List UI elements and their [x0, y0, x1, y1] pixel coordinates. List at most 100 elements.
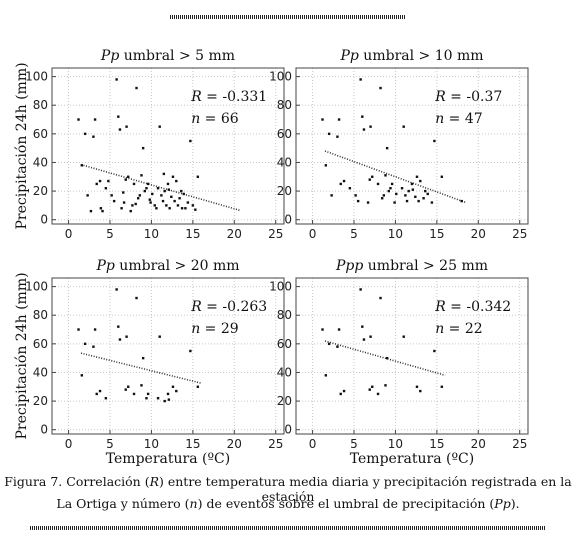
data-point [141, 356, 145, 360]
data-point [140, 174, 143, 177]
data-point [191, 204, 195, 207]
data-point [162, 172, 166, 176]
n-annotation: n = 66 [191, 111, 239, 127]
r-value: = -0.37 [446, 89, 503, 105]
data-point [160, 194, 163, 197]
data-point [149, 201, 152, 204]
data-point [339, 392, 342, 396]
r-annotation: R = -0.342 [434, 299, 511, 315]
data-point [112, 199, 116, 203]
data-point [167, 188, 171, 191]
n-label: n [435, 111, 444, 127]
data-point [356, 199, 360, 203]
chart-title-text: umbral > 20 mm [115, 258, 240, 274]
data-point [89, 209, 93, 213]
y-tick-label: 100 [25, 70, 48, 84]
chart-title-variable: Pp [339, 48, 358, 64]
data-point [104, 397, 108, 400]
data-point [170, 195, 173, 199]
x-tick-label: 5 [350, 227, 358, 241]
data-point [163, 189, 166, 193]
data-point [99, 207, 103, 210]
y-tick-label: 20 [33, 184, 48, 198]
data-point [80, 374, 84, 377]
data-point [400, 187, 404, 190]
data-point [379, 296, 382, 300]
data-point [178, 197, 181, 200]
data-point [189, 139, 192, 143]
data-point [118, 338, 122, 341]
x-tick-label: 0 [309, 437, 317, 451]
data-point [176, 204, 180, 207]
data-point [324, 374, 328, 377]
data-point [342, 389, 346, 393]
data-point [369, 335, 372, 338]
data-point [417, 199, 420, 203]
data-point [359, 78, 362, 81]
y-tick-label: 40 [277, 365, 292, 379]
chart-title: Ppp umbral > 25 mm [335, 258, 488, 274]
data-point [127, 385, 130, 388]
data-point [141, 146, 145, 150]
data-point [156, 397, 160, 400]
data-point [362, 338, 366, 341]
r-annotation: R = -0.331 [190, 89, 267, 105]
n-value: = 29 [200, 321, 238, 337]
chart-title-variable: Ppp [335, 258, 363, 274]
n-label: n [191, 111, 200, 127]
x-tick-label: 15 [185, 227, 200, 241]
caption-line-2-part-2: ) de eventos sobre el umbral de precipit… [197, 496, 495, 511]
caption-line-2: La Ortiga y número (n) de eventos sobre … [0, 496, 576, 511]
data-point [117, 115, 120, 118]
chart-title: Pp umbral > 20 mm [95, 258, 239, 274]
trend-line [324, 340, 446, 377]
y-tick-label: 40 [33, 365, 48, 379]
data-point [129, 209, 132, 213]
trend-line [324, 150, 467, 204]
n-label: n [435, 321, 444, 337]
plot-frame [295, 67, 529, 225]
data-point [384, 174, 387, 177]
data-point [138, 194, 142, 197]
data-point [93, 118, 97, 121]
chart-panel-1: 0 5 10 15 20 25 0 20 40 60 80 100 Pp umbral > 5 mm R … [14, 48, 285, 241]
data-point [132, 392, 136, 396]
y-tick-label: 20 [33, 394, 48, 408]
data-point [376, 392, 380, 396]
data-point [135, 296, 138, 300]
data-point [145, 397, 148, 400]
data-point [173, 199, 176, 203]
data-point [379, 86, 382, 90]
r-label: R [190, 299, 202, 315]
r-label: R [434, 299, 446, 315]
caption-line-2-part-1: n [189, 496, 198, 511]
caption-line-1-part-2: ) entre temperatura media diaria y preci… [159, 474, 572, 504]
data-point [122, 201, 126, 204]
data-point [384, 384, 387, 387]
data-point [330, 194, 333, 197]
data-point [369, 125, 372, 128]
x-tick-label: 5 [106, 437, 114, 451]
data-point [336, 135, 339, 138]
data-point [148, 198, 151, 201]
data-point [337, 328, 341, 331]
y-tick-label: 100 [269, 70, 292, 84]
data-point [395, 192, 398, 196]
data-point [194, 208, 197, 211]
data-point [368, 178, 371, 181]
n-annotation: n = 47 [435, 111, 482, 127]
y-tick-label: 20 [277, 184, 292, 198]
data-point [118, 128, 122, 131]
data-point [168, 207, 171, 210]
data-point [158, 335, 161, 338]
data-point [327, 342, 331, 346]
data-point [167, 398, 171, 401]
x-tick-label: 15 [429, 227, 444, 241]
data-point [171, 385, 175, 388]
data-point [186, 201, 190, 204]
data-point [433, 139, 436, 143]
data-point [440, 175, 444, 178]
r-label: R [434, 89, 446, 105]
data-point [385, 146, 389, 150]
data-point [125, 125, 128, 128]
